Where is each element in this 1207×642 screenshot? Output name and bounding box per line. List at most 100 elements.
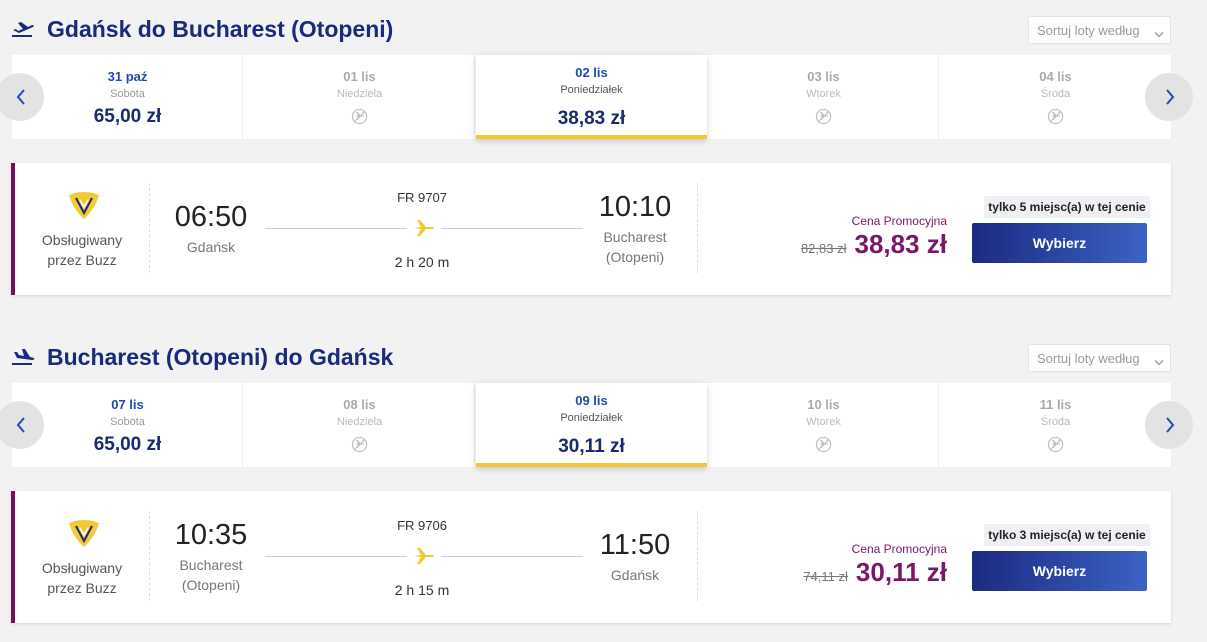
date-price: 30,11 zł [558,436,625,457]
day-label: Niedziela [336,88,383,100]
airline-logo-svg [69,192,99,219]
duration: 2 h 15 m [394,582,450,598]
no-flight-icon [1046,435,1065,454]
flight-number: FR 9707 [397,190,447,205]
no-flight-icon-svg [815,436,832,453]
arrow-icon [10,85,34,109]
arrival-city: Gdańsk [610,567,660,583]
direction-icon-svg [12,22,34,37]
current-price: 30,11 zł [855,557,947,587]
date-cell[interactable]: 02 lis Poniedziałek 38,83 zł [476,55,707,139]
date-label: 11 lis [1039,397,1072,412]
airline-logo [67,191,101,221]
date-label: 03 lis [807,69,840,84]
departure-time: 06:50 [174,201,248,233]
plane-icon [412,545,436,567]
operator-text: Obsługiwany przez Buzz [41,232,123,268]
prev-arrow[interactable] [0,73,44,121]
prev-arrow[interactable] [0,401,44,449]
price-row: 82,83 zł 38,83 zł [647,229,947,260]
day-label: Wtorek [806,416,841,428]
date-label: 09 lis [575,393,608,408]
sort-dropdown[interactable]: Sortuj loty według [1028,16,1171,44]
arrow-icon-svg [16,417,25,433]
day-label: Sobota [110,416,145,428]
day-label: Wtorek [806,88,841,100]
next-arrow[interactable] [1145,401,1193,449]
date-price: 65,00 zł [93,106,162,127]
route-line-right [441,228,583,229]
direction-icon-svg [12,349,35,365]
date-price: 38,83 zł [557,108,626,129]
departure-time: 10:35 [174,519,248,551]
route-line-left [265,228,407,229]
departure-city: Gdańsk [186,239,236,255]
flight-number: FR 9706 [397,518,447,533]
departure-city: Bucharest (Otopeni) [179,557,243,593]
date-label: 01 lis [343,69,376,84]
route-line-left [265,556,407,557]
no-flight-icon [814,107,833,126]
next-arrow[interactable] [1145,73,1193,121]
date-cell[interactable]: 04 lis Środa [940,55,1171,139]
sort-dropdown[interactable]: Sortuj loty według [1028,344,1171,372]
arrow-icon-svg [1166,89,1175,105]
date-cell[interactable]: 31 paź Sobota 65,00 zł [12,55,243,139]
date-cell[interactable]: 08 lis Niedziela [244,383,475,467]
divider [697,183,698,273]
divider [149,511,150,601]
no-flight-icon [1046,107,1065,126]
route-title: Gdańsk do Bucharest (Otopeni) [47,16,394,42]
seats-badge: tylko 5 miejsc(a) w tej cenie [984,196,1150,218]
day-label: Środa [1040,416,1071,428]
no-flight-icon [350,107,369,126]
flight-card: Obsługiwany przez Buzz 06:50 Gdańsk FR 9707… [11,163,1171,295]
flight-section: Bucharest (Otopeni) do Gdańsk Sortuj loty… [0,328,1207,628]
date-cell[interactable]: 10 lis Wtorek [708,383,939,467]
route-line-right [441,556,583,557]
date-label: 02 lis [575,65,608,80]
day-label: Poniedziałek [560,412,623,424]
old-price: 82,83 zł [800,241,847,256]
date-cell[interactable]: 01 lis Niedziela [244,55,475,139]
date-cell[interactable]: 09 lis Poniedziałek 30,11 zł [476,383,707,467]
chevron-svg [1154,360,1164,366]
duration: 2 h 20 m [394,254,450,270]
date-label: 07 lis [111,397,144,412]
promo-label: Cena Promocyjna [851,214,947,228]
date-cell[interactable]: 07 lis Sobota 65,00 zł [12,383,243,467]
no-flight-icon-svg [351,436,368,453]
seats-badge: tylko 3 miejsc(a) w tej cenie [984,524,1150,546]
airline-logo-svg [69,520,99,547]
date-label: 04 lis [1039,69,1072,84]
date-label: 10 lis [807,397,840,412]
plane-icon-svg [414,220,434,236]
route-title: Bucharest (Otopeni) do Gdańsk [47,344,394,370]
flight-card: Obsługiwany przez Buzz 10:35 Bucharest (Ot… [11,491,1171,623]
date-label: 08 lis [343,397,376,412]
date-cell[interactable]: 03 lis Wtorek [708,55,939,139]
date-label: 31 paź [107,69,148,84]
plane-icon-svg [414,548,434,564]
arrival-time: 10:10 [598,191,672,223]
divider [697,511,698,601]
date-cell[interactable]: 11 lis Środa [940,383,1171,467]
select-button[interactable]: Wybierz [972,223,1147,263]
direction-icon [11,346,35,368]
no-flight-icon-svg [1047,436,1064,453]
arrow-icon-svg [1166,417,1175,433]
no-flight-icon [350,435,369,454]
no-flight-icon [814,435,833,454]
chevron-svg [1154,32,1164,38]
select-button[interactable]: Wybierz [972,551,1147,591]
arrow-icon [1157,413,1181,437]
day-label: Środa [1040,88,1071,100]
old-price: 74,11 zł [803,569,848,584]
plane-icon [412,217,436,239]
flight-section: Gdańsk do Bucharest (Otopeni) Sortuj loty… [0,0,1207,300]
direction-icon [11,18,35,40]
day-label: Sobota [110,88,145,100]
arrow-icon [10,413,34,437]
chevron [1154,27,1164,38]
